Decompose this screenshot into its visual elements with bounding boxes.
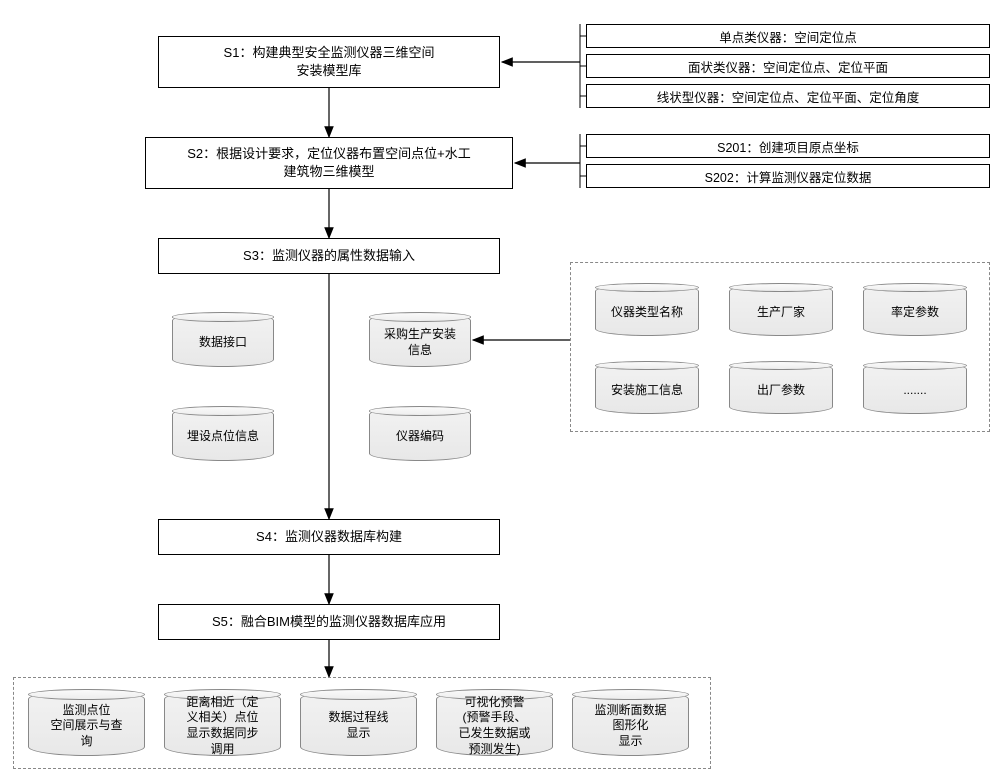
s1-note-a-label: 单点类仪器：空间定位点 [719,27,857,46]
s1-note-b-label: 面状类仪器：空间定位点、定位平面 [688,57,888,76]
cyl-data-interface: 数据接口 [172,313,274,367]
step-s5: S5：融合BIM模型的监测仪器数据库应用 [158,604,500,640]
s2-note-b-label: S202：计算监测仪器定位数据 [705,167,872,186]
cyl-instrument-code: 仪器编码 [369,407,471,461]
s2-note-a: S201：创建项目原点坐标 [586,134,990,158]
cyl-spatial-query-label: 监测点位空间展示与查询 [50,703,122,750]
cyl-etc: ....... [863,362,967,414]
s1-note-b: 面状类仪器：空间定位点、定位平面 [586,54,990,78]
s1-note-c-label: 线状型仪器：空间定位点、定位平面、定位角度 [657,87,920,106]
cyl-visual-alert-label: 可视化预警(预警手段、已发生数据或预测发生) [458,695,530,757]
step-s2-label: S2：根据设计要求，定位仪器布置空间点位+水工建筑物三维模型 [187,145,471,181]
step-s4-label: S4：监测仪器数据库构建 [256,528,402,546]
cyl-visual-alert: 可视化预警(预警手段、已发生数据或预测发生) [436,690,553,756]
step-s1-label: S1：构建典型安全监测仪器三维空间安装模型库 [224,44,435,80]
step-s3: S3：监测仪器的属性数据输入 [158,238,500,274]
cyl-manufacturer: 生产厂家 [729,284,833,336]
cyl-embed-pos-info: 埋设点位信息 [172,407,274,461]
cyl-section-graphic: 监测断面数据图形化显示 [572,690,689,756]
cyl-instrument-code-label: 仪器编码 [396,429,444,445]
s1-note-c: 线状型仪器：空间定位点、定位平面、定位角度 [586,84,990,108]
cyl-etc-label: ....... [903,383,926,399]
cyl-procurement-info-label: 采购生产安装信息 [384,327,456,358]
cyl-proximity-sync-label: 距离相近（定义相关）点位显示数据同步调用 [186,695,258,757]
step-s4: S4：监测仪器数据库构建 [158,519,500,555]
cyl-calibration: 率定参数 [863,284,967,336]
cyl-install-info: 安装施工信息 [595,362,699,414]
cyl-type-name-label: 仪器类型名称 [611,305,683,321]
cyl-manufacturer-label: 生产厂家 [757,305,805,321]
cyl-process-line-label: 数据过程线显示 [328,710,388,741]
step-s1: S1：构建典型安全监测仪器三维空间安装模型库 [158,36,500,88]
cyl-type-name: 仪器类型名称 [595,284,699,336]
cyl-data-interface-label: 数据接口 [199,335,247,351]
step-s2: S2：根据设计要求，定位仪器布置空间点位+水工建筑物三维模型 [145,137,513,189]
cyl-process-line: 数据过程线显示 [300,690,417,756]
cyl-factory-params-label: 出厂参数 [757,383,805,399]
s1-note-a: 单点类仪器：空间定位点 [586,24,990,48]
cyl-procurement-info: 采购生产安装信息 [369,313,471,367]
s2-note-b: S202：计算监测仪器定位数据 [586,164,990,188]
step-s3-label: S3：监测仪器的属性数据输入 [243,247,415,265]
cyl-spatial-query: 监测点位空间展示与查询 [28,690,145,756]
cyl-proximity-sync: 距离相近（定义相关）点位显示数据同步调用 [164,690,281,756]
cyl-install-info-label: 安装施工信息 [611,383,683,399]
cyl-factory-params: 出厂参数 [729,362,833,414]
s2-note-a-label: S201：创建项目原点坐标 [717,137,859,156]
step-s5-label: S5：融合BIM模型的监测仪器数据库应用 [212,613,446,631]
cyl-section-graphic-label: 监测断面数据图形化显示 [594,703,666,750]
cyl-embed-pos-info-label: 埋设点位信息 [187,429,259,445]
cyl-calibration-label: 率定参数 [891,305,939,321]
